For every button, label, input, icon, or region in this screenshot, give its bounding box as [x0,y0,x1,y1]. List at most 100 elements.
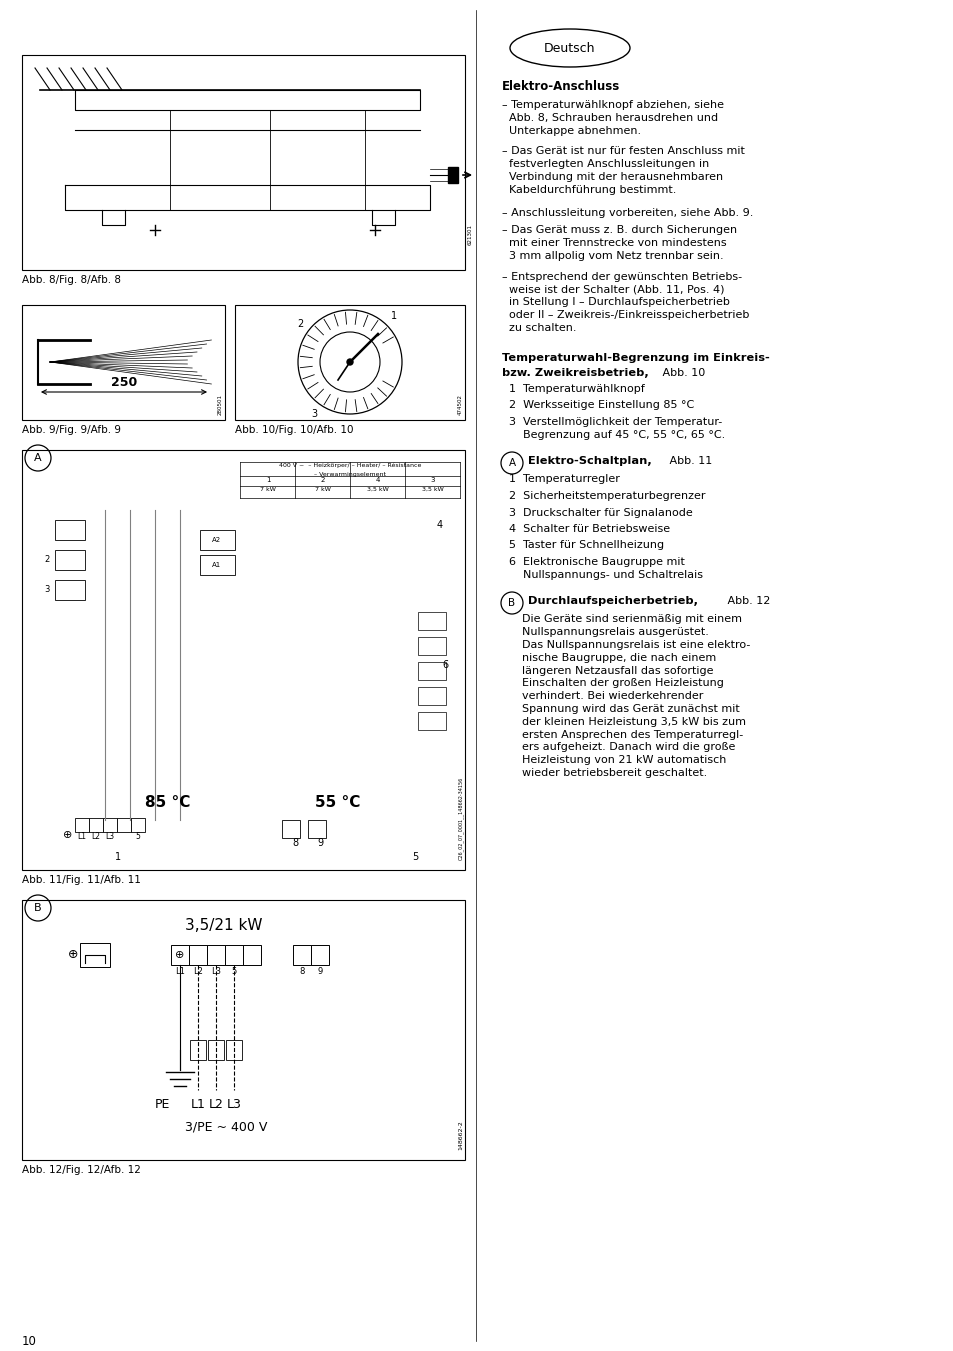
Text: Abb. 8/Fig. 8/Afb. 8: Abb. 8/Fig. 8/Afb. 8 [22,276,121,285]
Text: 2  Sicherheitstemperaturbegrenzer: 2 Sicherheitstemperaturbegrenzer [501,490,705,501]
Text: Temperaturwahl-Begrenzung im Einkreis-: Temperaturwahl-Begrenzung im Einkreis- [501,353,769,363]
Bar [234,305,464,420]
Text: 3: 3 [45,585,50,594]
Text: 3  Verstellmöglichkeit der Temperatur-
      Begrenzung auf 45 °C, 55 °C, 65 °C.: 3 Verstellmöglichkeit der Temperatur- Be… [501,417,724,440]
Text: Durchlaufspeicherbetrieb,: Durchlaufspeicherbetrieb, [527,596,698,607]
Bar [80,943,110,967]
Bar [417,612,446,630]
Text: 1  Temperaturregler: 1 Temperaturregler [501,474,619,485]
Text: 2: 2 [45,555,50,565]
Bar [417,688,446,705]
Bar [190,1040,206,1061]
Text: B: B [34,902,42,913]
Text: 4: 4 [375,477,380,484]
Text: 6  Elektronische Baugruppe mit
      Nullspannungs- und Schaltrelais: 6 Elektronische Baugruppe mit Nullspannu… [501,557,702,580]
Text: ⊕: ⊕ [175,950,185,961]
Text: 2  Werksseitige Einstellung 85 °C: 2 Werksseitige Einstellung 85 °C [501,400,694,411]
Text: 7 kW: 7 kW [260,486,275,492]
Bar [22,450,464,870]
Text: 4  Schalter für Betriebsweise: 4 Schalter für Betriebsweise [501,524,669,534]
Text: 3: 3 [311,409,316,419]
Bar [55,550,85,570]
Text: 474502: 474502 [457,394,462,415]
Text: ⊕: ⊕ [63,830,72,840]
Bar [89,817,103,832]
Bar [417,638,446,655]
Text: Abb. 12: Abb. 12 [723,596,770,607]
Text: – Anschlussleitung vorbereiten, siehe Abb. 9.: – Anschlussleitung vorbereiten, siehe Ab… [501,208,753,218]
Bar [22,900,464,1161]
Text: 400 V ~  – Heizkörper/ – Heater/ – Résistance: 400 V ~ – Heizkörper/ – Heater/ – Résist… [278,463,420,469]
Bar [117,817,131,832]
Text: L2: L2 [91,832,100,842]
Bar [75,817,89,832]
Bar [417,712,446,730]
Bar [243,944,261,965]
Text: 3,5 kW: 3,5 kW [421,486,443,492]
Text: 1: 1 [114,852,121,862]
Text: 3: 3 [431,477,435,484]
Text: 7 kW: 7 kW [314,486,331,492]
Text: 9: 9 [317,967,322,975]
Bar [171,944,189,965]
Text: 5  Taster für Schnellheizung: 5 Taster für Schnellheizung [501,540,663,550]
Text: 55 °C: 55 °C [314,794,360,811]
Text: Die Geräte sind serienmäßig mit einem
Nullspannungsrelais ausgerüstet.
Das Nulls: Die Geräte sind serienmäßig mit einem Nu… [521,615,750,778]
Text: A: A [508,458,515,467]
Text: L1: L1 [191,1098,205,1111]
Text: 85 °C: 85 °C [145,794,191,811]
Text: – Temperaturwählknopf abziehen, siehe
  Abb. 8, Schrauben herausdrehen und
  Unt: – Temperaturwählknopf abziehen, siehe Ab… [501,100,723,135]
Text: 9: 9 [316,838,323,848]
Text: C26_02_07_0001__148662-34156: C26_02_07_0001__148662-34156 [457,777,463,861]
Text: 2: 2 [296,319,303,330]
Bar [200,555,234,576]
Text: B: B [508,598,515,608]
Text: – Das Gerät ist nur für festen Anschluss mit
  festverlegten Anschlussleitungen : – Das Gerät ist nur für festen Anschluss… [501,146,744,195]
Text: L1: L1 [175,967,185,975]
Text: A2: A2 [213,536,221,543]
Bar [189,944,207,965]
Text: 10: 10 [22,1335,37,1348]
Text: 621301: 621301 [468,224,473,245]
Text: Abb. 11: Abb. 11 [665,457,712,466]
Text: 250: 250 [111,376,137,389]
Text: L3: L3 [226,1098,241,1111]
Text: Elektro-Schaltplan,: Elektro-Schaltplan, [527,457,651,466]
Bar [131,817,145,832]
Text: L3: L3 [211,967,221,975]
Bar [208,1040,224,1061]
Text: 8: 8 [292,838,297,848]
Bar [22,55,464,270]
Bar [448,168,457,182]
Bar [55,520,85,540]
Bar [308,820,326,838]
Text: Abb. 12/Fig. 12/Afb. 12: Abb. 12/Fig. 12/Afb. 12 [22,1165,141,1175]
Text: Abb. 10: Abb. 10 [659,367,704,377]
Text: 4: 4 [436,520,442,530]
Text: Abb. 9/Fig. 9/Afb. 9: Abb. 9/Fig. 9/Afb. 9 [22,426,121,435]
Text: L2: L2 [209,1098,223,1111]
Bar [293,944,311,965]
Bar [55,580,85,600]
Text: – Entsprechend der gewünschten Betriebs-
  weise ist der Schalter (Abb. 11, Pos.: – Entsprechend der gewünschten Betriebs-… [501,272,749,332]
Text: 1: 1 [391,311,396,322]
Text: Deutsch: Deutsch [543,42,595,54]
Bar [282,820,299,838]
Bar [225,944,243,965]
Text: Abb. 10/Fig. 10/Afb. 10: Abb. 10/Fig. 10/Afb. 10 [234,426,354,435]
Text: 5: 5 [412,852,417,862]
Text: L2: L2 [193,967,203,975]
Text: 3,5/21 kW: 3,5/21 kW [185,917,262,934]
Text: 5: 5 [232,967,236,975]
Text: 1  Temperaturwählknopf: 1 Temperaturwählknopf [501,384,644,394]
Text: L3: L3 [106,832,114,842]
Text: L1: L1 [77,832,87,842]
Text: 148662-2: 148662-2 [457,1120,462,1150]
Bar [417,662,446,680]
Text: 3,5 kW: 3,5 kW [367,486,389,492]
Bar [103,817,117,832]
Text: 3  Druckschalter für Signalanode: 3 Druckschalter für Signalanode [501,508,692,517]
Text: bzw. Zweikreisbetrieb,: bzw. Zweikreisbetrieb, [501,367,648,377]
Text: 6: 6 [441,661,448,670]
Text: ⊕: ⊕ [68,948,78,962]
